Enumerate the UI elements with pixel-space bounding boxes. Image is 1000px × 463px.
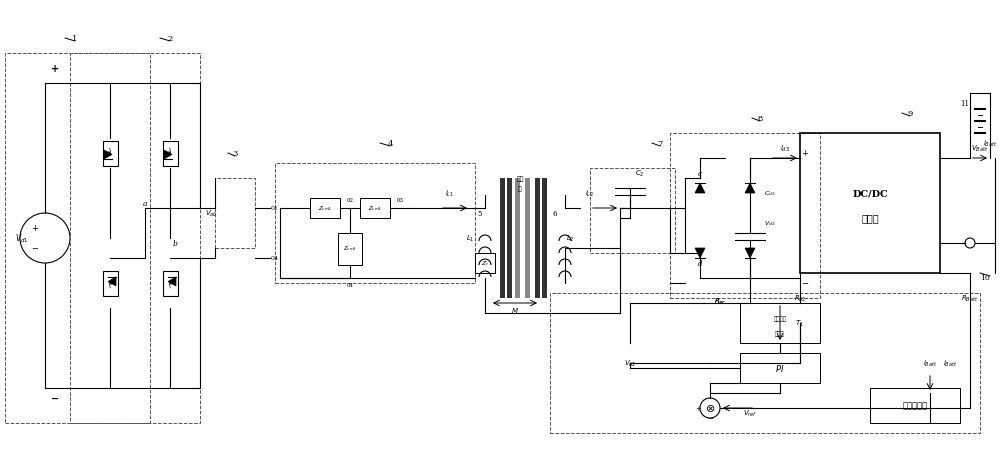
- Text: $i_{L1}$: $i_{L1}$: [445, 188, 455, 199]
- Bar: [215, 179, 255, 249]
- Polygon shape: [745, 184, 755, 194]
- Polygon shape: [168, 277, 176, 287]
- Bar: [550, 294, 980, 433]
- Bar: [525, 179, 530, 298]
- Bar: [542, 179, 547, 298]
- Text: 8: 8: [757, 115, 763, 123]
- Bar: [70, 54, 200, 423]
- Text: 恒功率控制: 恒功率控制: [902, 401, 928, 410]
- Bar: [162, 271, 178, 296]
- Text: 04: 04: [347, 283, 354, 288]
- Text: $V_{ref}$: $V_{ref}$: [743, 408, 757, 418]
- Bar: [740, 353, 820, 383]
- Bar: [162, 141, 178, 166]
- Text: 2: 2: [167, 35, 173, 43]
- Text: c: c: [698, 169, 702, 178]
- Text: $i_{L2}$: $i_{L2}$: [585, 188, 595, 199]
- Text: 动电路: 动电路: [775, 331, 785, 336]
- Polygon shape: [164, 150, 172, 160]
- Text: $V_{d2}$: $V_{d2}$: [624, 358, 636, 368]
- Text: DC/DC: DC/DC: [852, 189, 888, 198]
- Text: 3: 3: [232, 150, 238, 158]
- Text: −: −: [51, 393, 59, 403]
- Text: $Z_{cm1}$: $Z_{cm1}$: [318, 204, 332, 213]
- Text: 10: 10: [980, 274, 990, 282]
- Text: +: +: [695, 405, 701, 411]
- Text: $L_2$: $L_2$: [566, 233, 574, 244]
- Text: $R_{ac}$: $R_{ac}$: [714, 296, 726, 307]
- Text: 层: 层: [518, 186, 522, 191]
- Text: 1: 1: [72, 35, 78, 43]
- Text: $R_{ac}$: $R_{ac}$: [714, 296, 726, 307]
- Text: $Z_{cm2}$: $Z_{cm2}$: [343, 244, 357, 253]
- Text: 空气: 空气: [516, 176, 524, 181]
- Text: $V_{ab}$: $V_{ab}$: [205, 208, 218, 219]
- Text: −: −: [32, 244, 38, 253]
- Text: d: d: [698, 259, 702, 268]
- Text: 5: 5: [478, 210, 482, 218]
- Bar: [475, 253, 495, 274]
- Text: $R_{d2}$: $R_{d2}$: [794, 293, 806, 303]
- Polygon shape: [104, 150, 112, 160]
- Bar: [670, 134, 820, 298]
- Text: $L_1$: $L_1$: [466, 233, 474, 244]
- Bar: [5, 54, 150, 423]
- Bar: [500, 179, 505, 298]
- Text: $\otimes$: $\otimes$: [705, 403, 715, 413]
- Bar: [103, 271, 118, 296]
- Bar: [507, 179, 512, 298]
- Text: 7: 7: [657, 140, 663, 148]
- Bar: [870, 388, 960, 423]
- Polygon shape: [695, 249, 705, 258]
- Bar: [310, 199, 340, 219]
- Text: 04: 04: [271, 256, 279, 261]
- Text: 03: 03: [396, 198, 404, 203]
- Bar: [338, 233, 362, 265]
- Text: −: −: [802, 279, 808, 288]
- Text: 01: 01: [271, 206, 279, 211]
- Text: +: +: [51, 64, 59, 74]
- Polygon shape: [108, 277, 116, 287]
- Text: $Z_{cm3}$: $Z_{cm3}$: [368, 204, 382, 213]
- Bar: [800, 134, 940, 274]
- Text: 11: 11: [960, 100, 970, 108]
- Bar: [103, 141, 118, 166]
- Text: $M$: $M$: [511, 306, 519, 315]
- Text: 变换器: 变换器: [861, 214, 879, 223]
- Text: $V_{d1}$: $V_{d1}$: [15, 232, 28, 245]
- Text: a: a: [143, 200, 147, 207]
- Text: 4: 4: [387, 140, 393, 148]
- Text: 9: 9: [907, 110, 913, 118]
- Text: +: +: [802, 149, 808, 158]
- Text: 开关管驱: 开关管驱: [774, 315, 786, 321]
- Text: $C_2$: $C_2$: [635, 169, 645, 179]
- Polygon shape: [695, 184, 705, 194]
- Text: +: +: [32, 224, 38, 233]
- Bar: [360, 199, 390, 219]
- Text: $PI$: $PI$: [775, 363, 785, 374]
- Text: $i_{d3}$: $i_{d3}$: [780, 144, 790, 154]
- Text: $V_{d2}$: $V_{d2}$: [764, 219, 776, 228]
- Text: −: −: [707, 415, 713, 421]
- Text: $R_{Batt}$: $R_{Batt}$: [961, 293, 979, 303]
- Bar: [515, 179, 520, 298]
- Bar: [590, 169, 675, 253]
- Text: $i_{Batt}$: $i_{Batt}$: [983, 138, 997, 149]
- Text: $i_{Batt}$: $i_{Batt}$: [923, 358, 937, 368]
- Text: $V_{Batt}$: $V_{Batt}$: [971, 144, 989, 154]
- Bar: [740, 303, 820, 343]
- Bar: [275, 163, 475, 283]
- Text: $T_1$: $T_1$: [795, 318, 804, 328]
- Text: $Z_r$: $Z_r$: [481, 259, 489, 268]
- Text: b: b: [173, 239, 177, 247]
- Polygon shape: [745, 249, 755, 258]
- Bar: [535, 179, 540, 298]
- Text: 6: 6: [553, 210, 557, 218]
- Text: $C_{d2}$: $C_{d2}$: [764, 189, 776, 198]
- Text: 02: 02: [347, 198, 354, 203]
- Text: $i_{Batt}$: $i_{Batt}$: [943, 358, 957, 368]
